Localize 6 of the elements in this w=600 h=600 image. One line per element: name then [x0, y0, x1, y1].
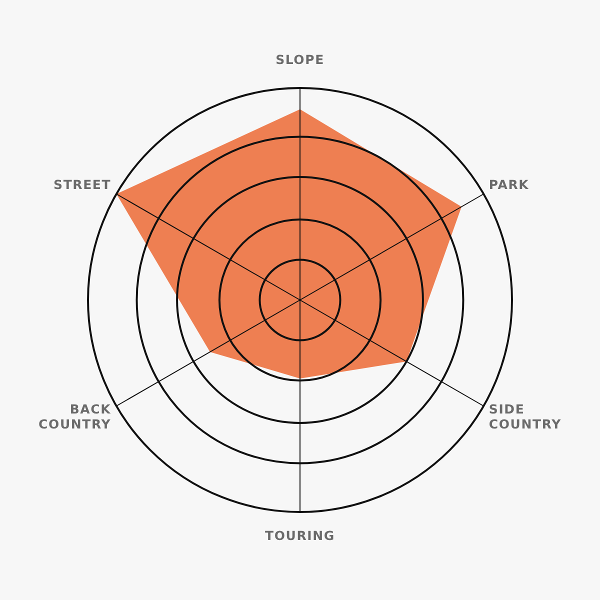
spoke-label: SLOPE — [276, 52, 324, 67]
spoke-label: SIDE COUNTRY — [488, 402, 562, 432]
spoke-label: TOURING — [265, 528, 335, 543]
spoke-label: STREET — [54, 177, 112, 192]
spoke-label: BACK COUNTRY — [38, 402, 112, 432]
spoke-label: PARK — [488, 177, 530, 192]
